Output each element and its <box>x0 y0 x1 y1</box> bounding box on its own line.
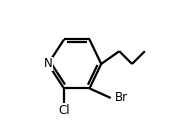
Text: N: N <box>44 57 52 70</box>
Text: Br: Br <box>115 91 128 104</box>
Text: Cl: Cl <box>58 104 70 117</box>
